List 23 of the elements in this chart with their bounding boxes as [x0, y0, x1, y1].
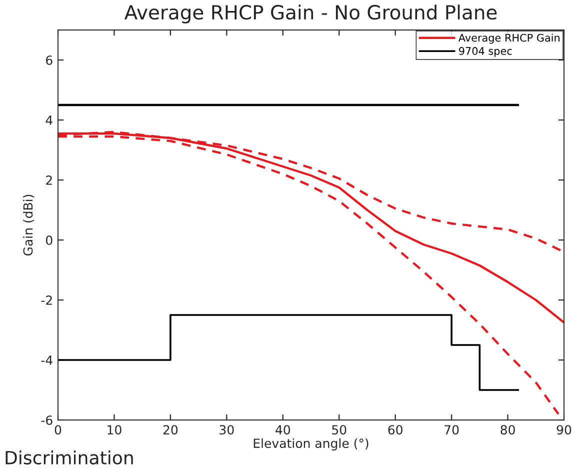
x-tick-label: 50 — [332, 425, 346, 435]
y-tick-label: -6 — [41, 415, 52, 425]
y-tick-label: 4 — [46, 116, 52, 125]
x-tick-label: 10 — [108, 425, 122, 435]
x-tick-label: 0 — [54, 425, 62, 435]
y-tick-label: 6 — [46, 55, 52, 65]
x-tick-label: 90 — [556, 425, 572, 435]
x-tick-label: 20 — [163, 425, 178, 435]
y-tick-label: 0 — [46, 235, 52, 245]
legend-label: Average RHCP Gain — [458, 34, 560, 44]
x-tick-label: 60 — [388, 425, 402, 435]
y-tick-label: 2 — [46, 175, 52, 185]
y-axis-title: Gain (dBi) — [23, 194, 34, 256]
chart-title: Average RHCP Gain - No Ground Plane — [124, 4, 497, 24]
legend-label: 9704 spec — [459, 47, 512, 57]
x-tick-label: 70 — [444, 425, 459, 435]
y-tick-label: -2 — [41, 295, 52, 305]
x-tick-label: 40 — [276, 425, 290, 435]
x-axis-title: Elevation angle (°) — [254, 438, 368, 450]
x-tick-label: 80 — [500, 425, 515, 435]
x-tick-label: 30 — [220, 425, 234, 435]
text: Discrimination — [6, 450, 133, 464]
y-tick-label: -4 — [41, 356, 52, 365]
